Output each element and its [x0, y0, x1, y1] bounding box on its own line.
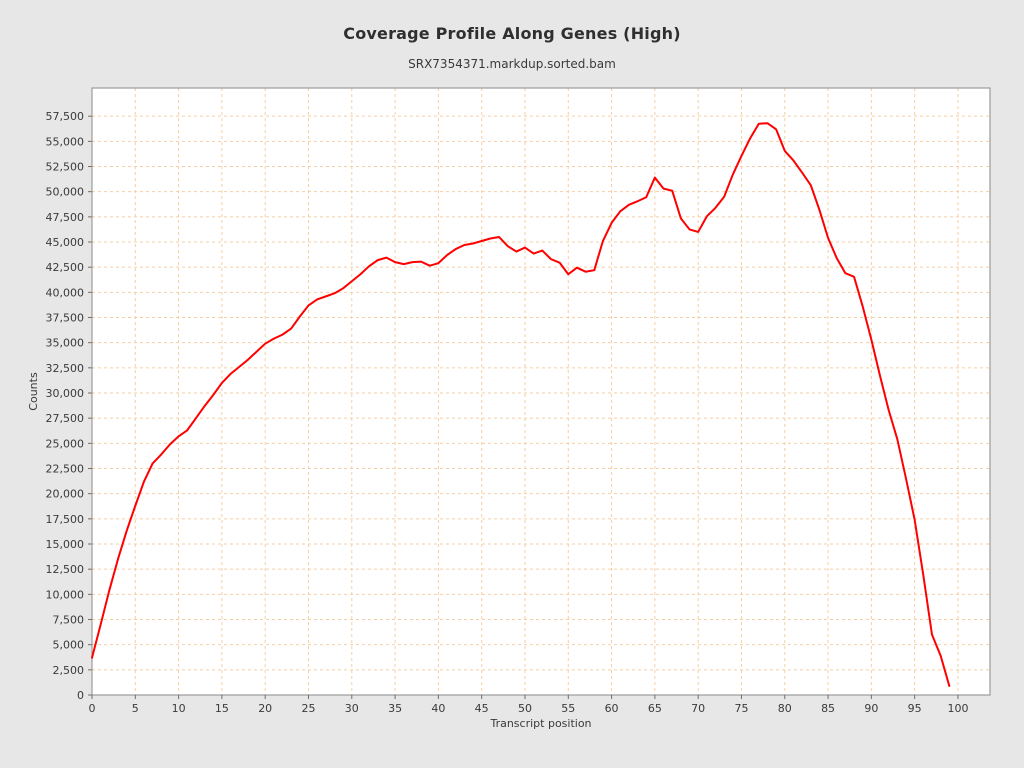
y-tick-label: 50,000: [46, 186, 85, 199]
y-tick-label: 40,000: [46, 286, 85, 299]
y-tick-label: 25,000: [46, 437, 85, 450]
y-tick-label: 27,500: [46, 412, 85, 425]
x-tick-label: 60: [605, 702, 619, 715]
y-tick-label: 35,000: [46, 337, 85, 350]
x-tick-label: 70: [691, 702, 705, 715]
x-tick-label: 50: [518, 702, 532, 715]
y-tick-label: 47,500: [46, 211, 85, 224]
y-tick-label: 55,000: [46, 135, 85, 148]
axis-ticks: 0 5 10 15 20 25 30 35 40 45 50 55 60 65 70 75 80 85 90 95 10…: [46, 110, 969, 715]
y-tick-label: 20,000: [46, 488, 85, 501]
x-tick-label: 30: [345, 702, 359, 715]
gridlines: [91, 88, 990, 696]
x-tick-label: 75: [734, 702, 748, 715]
y-tick-label: 32,500: [46, 362, 85, 375]
coverage-series-line: [91, 122, 951, 687]
y-tick-label: 15,000: [46, 538, 85, 551]
y-tick-label: 30,000: [46, 387, 85, 400]
x-axis-label: Transcript position: [489, 717, 591, 730]
x-tick-label: 80: [778, 702, 792, 715]
x-tick-label: 55: [561, 702, 575, 715]
x-tick-label: 90: [864, 702, 878, 715]
y-tick-label: 10,000: [46, 588, 85, 601]
x-tick-label: 100: [947, 702, 968, 715]
y-tick-label: 45,000: [46, 236, 85, 249]
x-tick-label: 35: [388, 702, 402, 715]
x-tick-label: 95: [908, 702, 922, 715]
y-tick-label: 52,500: [46, 161, 85, 174]
y-tick-label: 57,500: [46, 110, 85, 123]
y-tick-label: 5,000: [53, 639, 85, 652]
x-tick-label: 20: [258, 702, 272, 715]
y-tick-label: 2,500: [53, 664, 85, 677]
y-tick-label: 22,500: [46, 463, 85, 476]
plot-area: [92, 88, 990, 695]
x-tick-label: 5: [132, 702, 139, 715]
y-tick-label: 12,500: [46, 563, 85, 576]
y-tick-label: 7,500: [53, 614, 85, 627]
x-tick-label: 40: [431, 702, 445, 715]
y-tick-label: 0: [77, 689, 84, 702]
x-tick-label: 25: [301, 702, 315, 715]
x-tick-label: 0: [89, 702, 96, 715]
x-tick-label: 85: [821, 702, 835, 715]
y-tick-label: 17,500: [46, 513, 85, 526]
plot-border: [91, 87, 991, 696]
chart-title: Coverage Profile Along Genes (High): [343, 24, 681, 43]
x-tick-label: 15: [215, 702, 229, 715]
y-tick-label: 37,500: [46, 312, 85, 325]
x-tick-label: 45: [475, 702, 489, 715]
chart-subtitle: SRX7354371.markdup.sorted.bam: [408, 57, 616, 71]
y-tick-label: 42,500: [46, 261, 85, 274]
x-tick-label: 65: [648, 702, 662, 715]
x-tick-label: 10: [172, 702, 186, 715]
y-axis-label: Counts: [27, 372, 40, 411]
